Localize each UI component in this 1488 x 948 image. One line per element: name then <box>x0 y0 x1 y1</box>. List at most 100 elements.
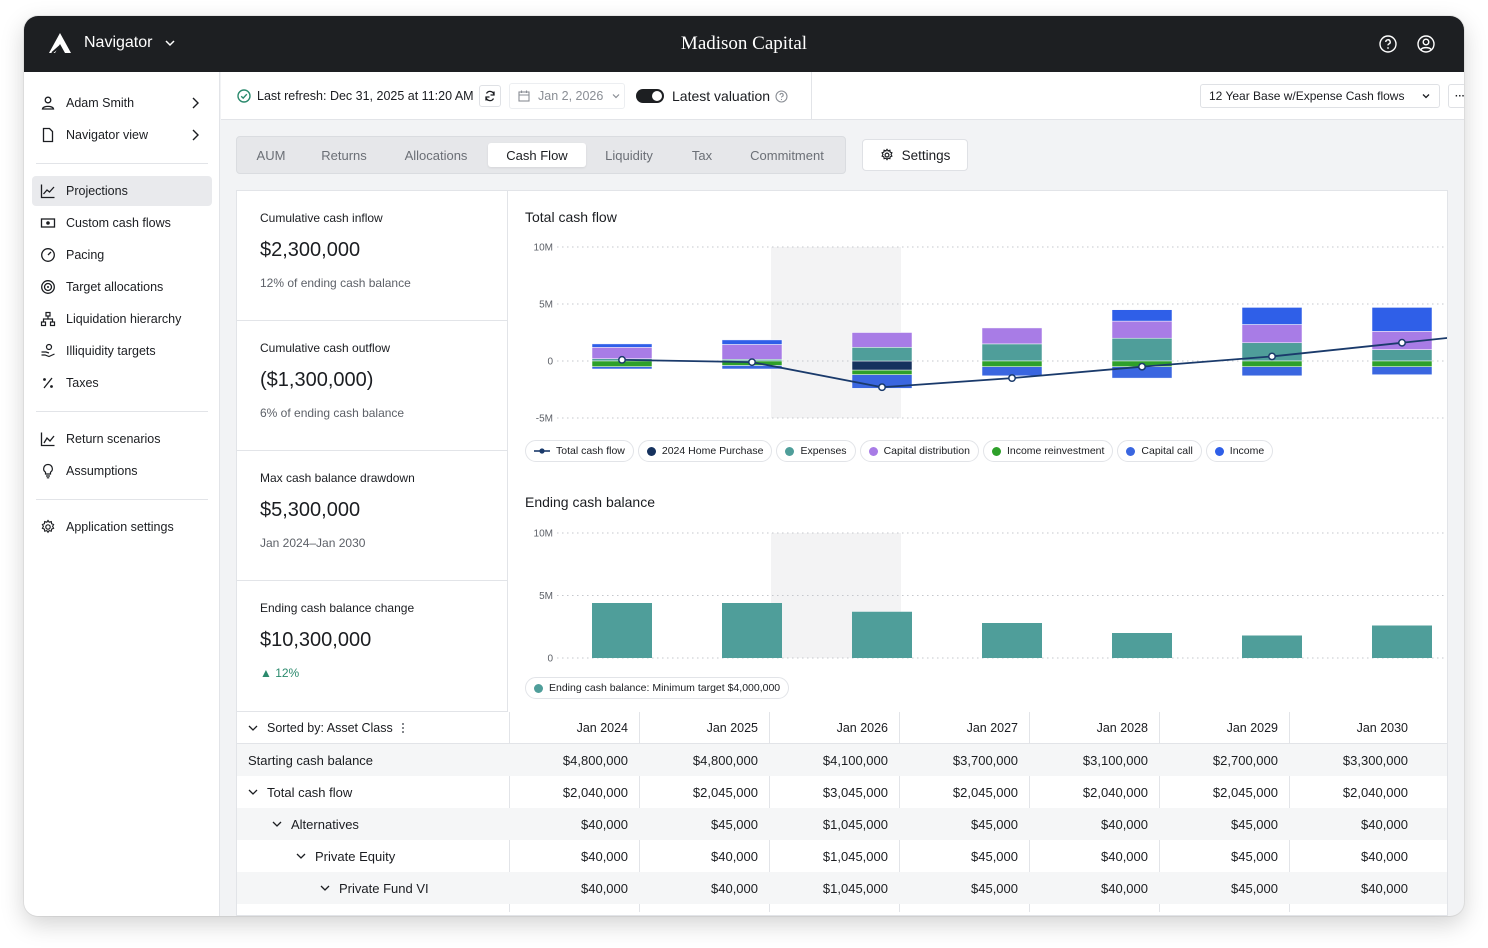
bar-segment[interactable] <box>981 343 1043 362</box>
table-row[interactable]: Starting cash balance $4,800,000 $4,800,00… <box>237 744 1447 776</box>
balance-bar[interactable] <box>1242 635 1302 659</box>
bar-segment[interactable] <box>591 366 653 370</box>
date-picker[interactable]: Jan 2, 2026 <box>509 83 625 109</box>
stat-value: $2,300,000 <box>260 239 361 261</box>
bar-segment[interactable] <box>1111 320 1173 339</box>
legend-item-income[interactable]: Income <box>1205 440 1274 462</box>
gauge-icon <box>41 248 55 262</box>
bar-segment[interactable] <box>851 360 913 371</box>
table-row[interactable]: Private Fund VI $40,000 $40,000 $1,045,000 $… <box>237 872 1447 904</box>
sidebar-item-liquidation-hierarchy[interactable]: Liquidation hierarchy <box>32 304 212 334</box>
bar-segment[interactable] <box>1111 309 1173 322</box>
bar-segment[interactable] <box>1371 366 1433 375</box>
sidebar-item-assumptions[interactable]: Assumptions <box>32 456 212 486</box>
bar-segment[interactable] <box>1241 307 1303 325</box>
refresh-button[interactable] <box>479 85 501 107</box>
legend-item-expenses[interactable]: Expenses <box>776 440 856 462</box>
sidebar-item-client[interactable]: Adam Smith <box>32 88 212 118</box>
sidebar-item-taxes[interactable]: Taxes <box>32 368 212 398</box>
app-switcher[interactable]: Navigator <box>48 32 176 54</box>
legend-item-ending-cash-balance[interactable]: Ending cash balance: Minimum target $4,0… <box>525 677 790 699</box>
bar-segment[interactable] <box>721 344 783 360</box>
line-point[interactable] <box>1138 362 1146 371</box>
line-point[interactable] <box>1268 352 1276 361</box>
bar-segment[interactable] <box>1111 337 1173 362</box>
bar-segment[interactable] <box>1371 360 1433 367</box>
bar-segment[interactable] <box>851 369 913 375</box>
tab-tax[interactable]: Tax <box>691 147 713 163</box>
sidebar-item-illiquidity-targets[interactable]: Illiquidity targets <box>32 336 212 366</box>
help-icon[interactable] <box>1378 34 1398 54</box>
column-header: Jan 2029 <box>1226 721 1278 735</box>
legend-item-total-cash-flow[interactable]: Total cash flow <box>525 440 634 462</box>
tab-cash-flow[interactable]: Cash Flow <box>488 143 586 167</box>
legend-item-income-reinvestment[interactable]: Income reinvestment <box>982 440 1114 462</box>
percent-icon <box>43 377 53 389</box>
table-row[interactable]: Alternatives $40,000 $45,000 $1,045,000 $45,… <box>237 808 1447 840</box>
bar-segment[interactable] <box>1371 307 1433 332</box>
more-options-button[interactable]: ··· <box>1448 84 1464 108</box>
sidebar-item-custom-cash-flows[interactable]: Custom cash flows <box>32 208 212 238</box>
legend-swatch <box>868 446 878 456</box>
stat-label: Cumulative cash outflow <box>260 341 391 355</box>
table-row[interactable]: Total cash flow $2,040,000 $2,045,000 $3,04… <box>237 776 1447 808</box>
tab-aum[interactable]: AUM <box>256 147 286 163</box>
latest-valuation-toggle[interactable]: Latest valuation <box>636 72 788 120</box>
legend-label: 2024 Home Purchase <box>661 445 764 457</box>
tab-allocations[interactable]: Allocations <box>404 147 468 163</box>
balance-bar[interactable] <box>982 623 1042 658</box>
balance-bar[interactable] <box>1112 633 1172 658</box>
chevron-down-icon[interactable] <box>247 786 259 798</box>
balance-bar[interactable] <box>722 603 782 658</box>
stat-label: Cumulative cash inflow <box>260 211 383 225</box>
bar-segment[interactable] <box>981 360 1043 367</box>
toggle-switch[interactable] <box>636 89 664 103</box>
chevron-down-icon[interactable] <box>295 850 307 862</box>
bar-segment[interactable] <box>1241 324 1303 344</box>
sidebar-item-projections[interactable]: Projections <box>32 176 212 206</box>
bar-segment[interactable] <box>1241 360 1303 367</box>
bar-segment[interactable] <box>1371 349 1433 362</box>
bar-segment[interactable] <box>591 343 653 348</box>
column-header: Jan 2026 <box>836 721 888 735</box>
kebab-menu-icon[interactable] <box>401 722 405 734</box>
table-row[interactable]: Private Equity $40,000 $40,000 $1,045,000 $4… <box>237 840 1447 872</box>
sidebar-item-return-scenarios[interactable]: Return scenarios <box>32 424 212 454</box>
line-point[interactable] <box>618 355 626 364</box>
column-header: Jan 2030 <box>1356 721 1408 735</box>
balance-bar[interactable] <box>852 611 912 658</box>
line-point[interactable] <box>878 383 886 392</box>
legend-label: Income <box>1229 445 1265 457</box>
navigator-logo-icon <box>49 33 71 54</box>
sidebar-item-application-settings[interactable]: Application settings <box>32 512 212 542</box>
bar-segment[interactable] <box>981 327 1043 345</box>
balance-bar[interactable] <box>592 603 652 658</box>
legend-item-capital-call[interactable]: Capital call <box>1117 440 1202 462</box>
line-point[interactable] <box>1398 338 1406 347</box>
tab-liquidity[interactable]: Liquidity <box>605 147 653 163</box>
refresh-text: Last refresh: Dec 31, 2025 at 11:20 AM <box>257 89 474 103</box>
tab-returns[interactable]: Returns <box>321 147 367 163</box>
tab-commitment[interactable]: Commitment <box>750 147 824 163</box>
table-cell: $2,045,000 <box>1212 784 1278 800</box>
stat-subtext: Jan 2024–Jan 2030 <box>260 536 366 550</box>
settings-button[interactable]: Settings <box>862 139 968 171</box>
bar-segment[interactable] <box>1241 366 1303 377</box>
user-account-icon[interactable] <box>1416 34 1436 54</box>
sidebar-item-target-allocations[interactable]: Target allocations <box>32 272 212 302</box>
bar-segment[interactable] <box>851 332 913 348</box>
line-point[interactable] <box>748 358 756 367</box>
scenario-select[interactable]: 12 Year Base w/Expense Cash flows <box>1200 84 1440 108</box>
bar-segment[interactable] <box>851 347 913 362</box>
balance-bar[interactable] <box>1372 625 1432 659</box>
chevron-down-icon[interactable] <box>319 882 331 894</box>
legend-item-capital-distribution[interactable]: Capital distribution <box>859 440 979 462</box>
bar-segment[interactable] <box>721 339 783 345</box>
chevron-down-icon[interactable] <box>271 818 283 830</box>
sidebar-item-pacing[interactable]: Pacing <box>32 240 212 270</box>
sidebar-item-view[interactable]: Navigator view <box>32 120 212 150</box>
sort-control[interactable]: Sorted by: Asset Class <box>247 712 405 744</box>
chevron-down-icon <box>612 94 620 99</box>
legend-item-home-purchase[interactable]: 2024 Home Purchase <box>637 440 773 462</box>
line-point[interactable] <box>1008 374 1016 383</box>
